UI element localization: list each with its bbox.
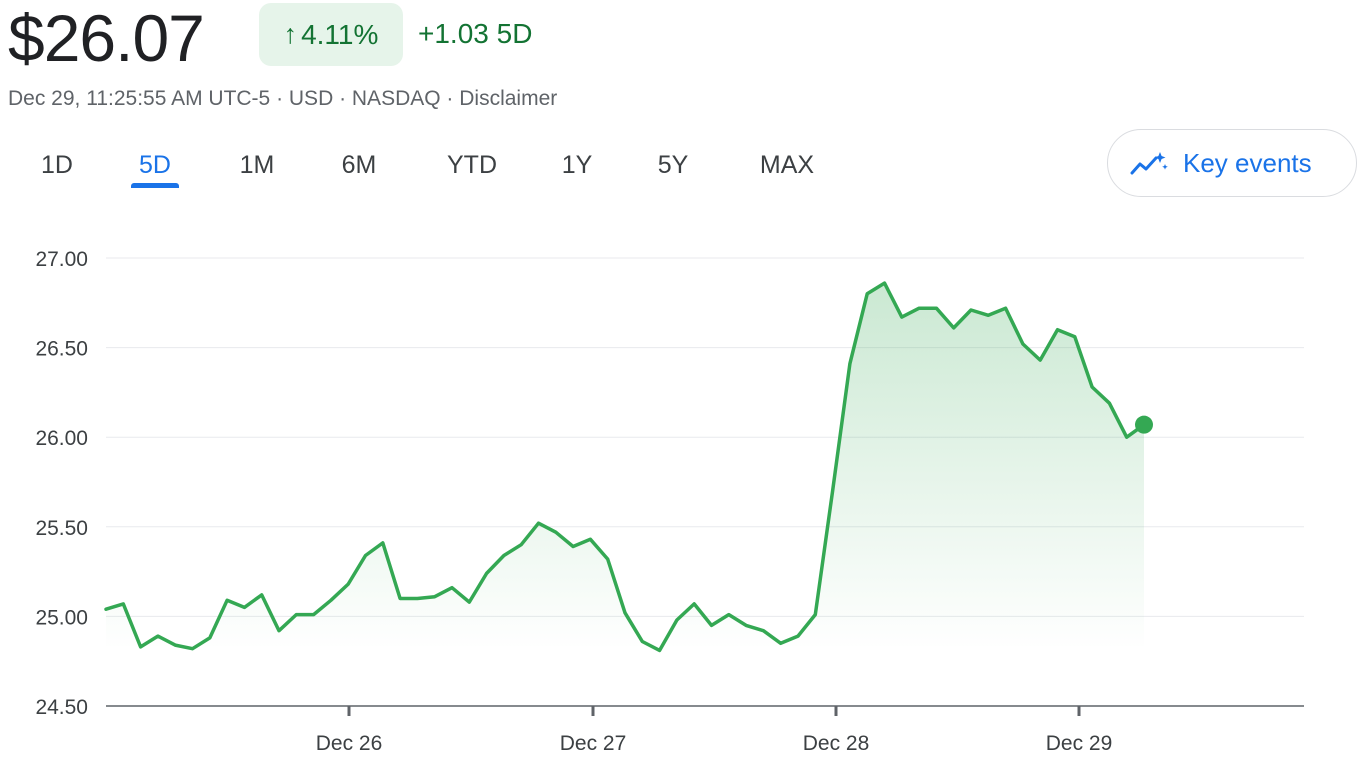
trending-sparkle-icon [1130,152,1168,175]
arrow-up-icon: ↑ [283,19,298,49]
tab-max[interactable]: MAX [759,151,815,179]
y-tick-label: 24.50 [35,696,88,719]
y-tick-label: 26.00 [35,427,88,450]
active-tab-indicator [131,183,179,188]
tab-5d[interactable]: 5D [139,151,171,179]
price-chart: 27.00 26.50 26.00 25.50 25.00 24.50 Dec 26 Dec… [35,248,1304,755]
current-price: $26.07 [8,1,205,75]
tab-1d[interactable]: 1D [41,151,73,179]
key-events-label: Key events [1183,148,1312,178]
x-tick-label: Dec 28 [803,732,870,755]
percent-change-value: 4.11% [301,18,379,50]
tab-1y[interactable]: 1Y [561,151,593,179]
current-point-dot [1135,415,1153,434]
tab-1m[interactable]: 1M [239,151,275,179]
range-tabs: 1D 5D 1M 6M YTD 1Y 5Y MAX [0,142,900,192]
tab-5y[interactable]: 5Y [657,151,689,179]
quote-meta: Dec 29, 11:25:55 AM UTC-5 · USD · NASDAQ… [8,87,558,110]
y-tick-label: 25.00 [35,606,88,629]
key-events-button[interactable]: Key events [1107,129,1357,197]
x-tick-label: Dec 26 [316,732,383,755]
price-line [104,281,1146,653]
y-tick-label: 27.00 [35,248,88,271]
tab-6m[interactable]: 6M [341,151,377,179]
tab-ytd[interactable]: YTD [447,151,497,179]
y-tick-label: 25.50 [35,517,88,540]
absolute-change: +1.03 5D [418,18,533,49]
y-tick-label: 26.50 [35,338,88,361]
x-tick-label: Dec 27 [560,732,627,755]
x-tick-label: Dec 29 [1046,732,1113,755]
percent-change-badge: ↑ 4.11% [259,3,403,66]
